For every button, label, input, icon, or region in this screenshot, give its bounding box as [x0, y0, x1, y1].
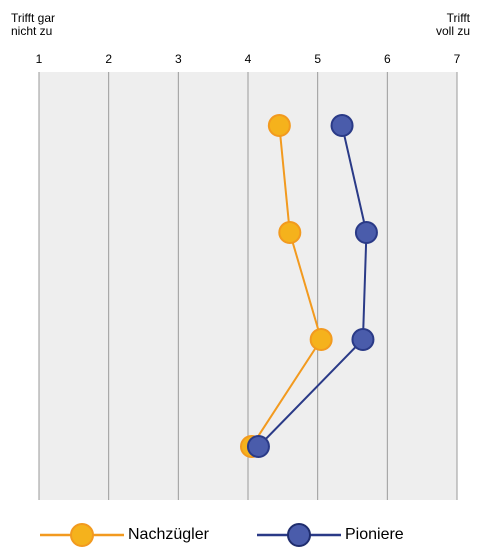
x-tick-label-7: 7 [454, 52, 461, 66]
series-0-point-2 [309, 328, 333, 351]
legend-marker-nachzuegler [40, 523, 124, 547]
x-tick-label-4: 4 [245, 52, 252, 66]
legend-item-nachzuegler: Nachzügler [40, 520, 209, 550]
legend-marker-pioniere [257, 523, 341, 547]
series-0-point-1 [278, 221, 302, 244]
series-1-point-0 [330, 114, 354, 137]
x-tick-label-1: 1 [36, 52, 43, 66]
left-end-label-text: Trifft gar nicht zu [11, 11, 56, 38]
series-line-1 [257, 125, 368, 448]
x-tick-label-3: 3 [175, 52, 182, 66]
x-tick-label-6: 6 [384, 52, 391, 66]
series-line-0 [250, 125, 323, 448]
legend: Nachzügler Pioniere [0, 520, 483, 550]
legend-item-pioniere: Pioniere [257, 520, 404, 550]
right-end-label: Trifft voll zu [430, 12, 470, 38]
series-0-point-0 [267, 114, 291, 137]
left-end-label: Trifft gar nicht zu [11, 12, 71, 38]
series-1-point-2 [351, 328, 375, 351]
legend-label-nachzuegler: Nachzügler [128, 526, 209, 543]
x-tick-label-2: 2 [105, 52, 112, 66]
right-end-label-text: Trifft voll zu [435, 11, 470, 38]
x-tick-label-5: 5 [314, 52, 321, 66]
series-1-point-3 [246, 435, 270, 458]
legend-label-pioniere: Pioniere [345, 526, 404, 543]
series-1-point-1 [354, 221, 378, 244]
